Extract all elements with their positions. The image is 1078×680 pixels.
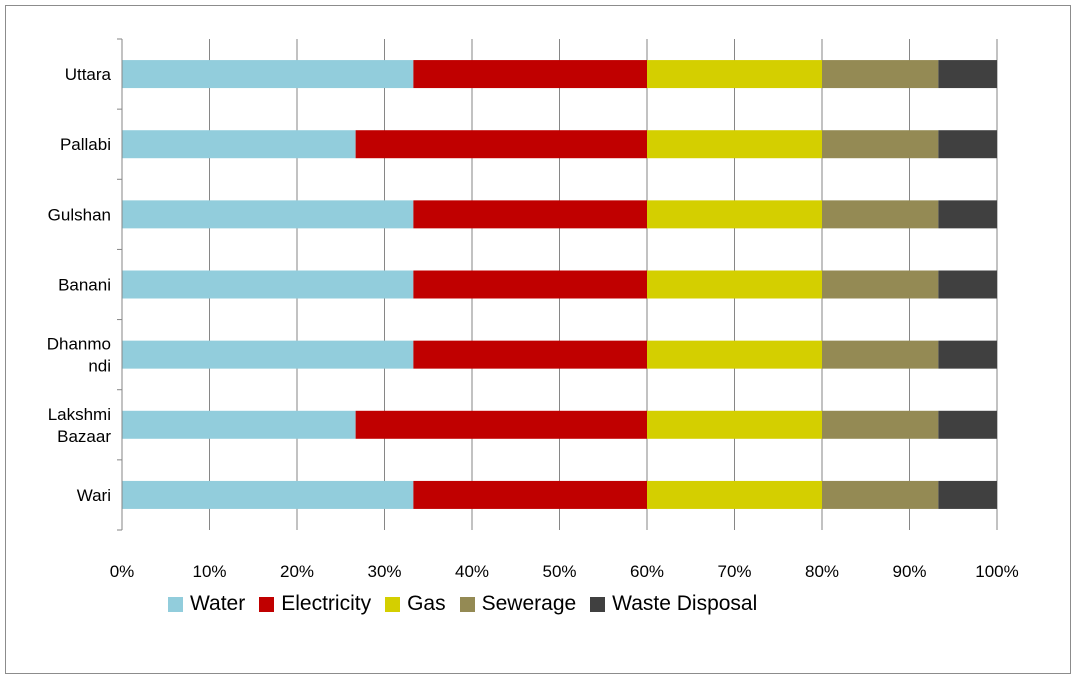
chart-frame — [5, 5, 1071, 674]
y-category-label: ndi — [88, 357, 111, 376]
bar-segment-sewerage — [822, 60, 939, 89]
bar-segment-electricity — [413, 480, 647, 509]
bar-segment-electricity — [355, 130, 647, 159]
bar-segment-gas — [647, 480, 822, 509]
bar-segment-water — [122, 130, 356, 159]
bar-segment-sewerage — [822, 340, 939, 369]
bar-segment-gas — [647, 130, 822, 159]
bar-segment-water — [122, 410, 356, 439]
x-tick-label: 30% — [367, 562, 401, 581]
bar-segment-sewerage — [822, 410, 939, 439]
y-category-label: Dhanmo — [47, 335, 111, 354]
x-tick-label: 60% — [630, 562, 664, 581]
bar-segment-gas — [647, 200, 822, 229]
x-tick-label: 0% — [110, 562, 135, 581]
legend-item: Water — [168, 592, 245, 616]
bar-segment-electricity — [355, 410, 647, 439]
bar-segment-waste-disposal — [938, 410, 997, 439]
bar-segment-waste-disposal — [938, 340, 997, 369]
bar-segment-gas — [647, 270, 822, 299]
bar-segment-water — [122, 60, 414, 89]
y-category-label: Banani — [58, 276, 111, 295]
legend-label: Sewerage — [481, 592, 577, 615]
bar-segment-sewerage — [822, 270, 939, 299]
x-tick-label: 80% — [805, 562, 839, 581]
bar-segment-sewerage — [822, 200, 939, 229]
legend-item: Gas — [385, 592, 446, 616]
bar-segment-electricity — [413, 340, 647, 369]
x-tick-label: 50% — [542, 562, 576, 581]
chart-legend: Water Electricity Gas Sewerage Waste Disposa… — [168, 592, 771, 616]
bar-segment-waste-disposal — [938, 200, 997, 229]
bar-segment-gas — [647, 60, 822, 89]
legend-swatch — [385, 596, 401, 612]
x-tick-label: 10% — [192, 562, 226, 581]
y-category-label: Wari — [77, 486, 111, 505]
x-tick-label: 20% — [280, 562, 314, 581]
bar-segment-gas — [647, 410, 822, 439]
bar-segment-waste-disposal — [938, 60, 997, 89]
legend-label: Gas — [407, 592, 446, 615]
bar-segment-water — [122, 200, 414, 229]
legend-item: Electricity — [259, 592, 371, 616]
bar-segment-electricity — [413, 200, 647, 229]
bar-segment-sewerage — [822, 480, 939, 509]
x-tick-label: 90% — [892, 562, 926, 581]
y-category-label: Bazaar — [57, 427, 111, 446]
y-category-label: Gulshan — [48, 205, 111, 224]
legend-label: Electricity — [281, 592, 372, 615]
bar-segment-gas — [647, 340, 822, 369]
bar-segment-water — [122, 480, 414, 509]
legend-label: Water — [190, 592, 246, 615]
x-tick-label: 100% — [975, 562, 1018, 581]
legend-swatch — [459, 596, 475, 612]
bar-segment-electricity — [413, 60, 647, 89]
legend-item: Waste Disposal — [590, 592, 757, 616]
y-category-label: Lakshmi — [48, 405, 111, 424]
bar-segment-water — [122, 270, 414, 299]
bar-segment-water — [122, 340, 414, 369]
y-category-label: Uttara — [65, 65, 112, 84]
x-tick-label: 40% — [455, 562, 489, 581]
y-category-label: Pallabi — [60, 135, 111, 154]
legend-swatch — [590, 596, 606, 612]
legend-label: Waste Disposal — [612, 592, 758, 615]
x-tick-label: 70% — [717, 562, 751, 581]
legend-swatch — [259, 596, 275, 612]
bar-segment-waste-disposal — [938, 480, 997, 509]
bar-segment-electricity — [413, 270, 647, 299]
bar-segment-sewerage — [822, 130, 939, 159]
legend-item: Sewerage — [459, 592, 577, 616]
bar-segment-waste-disposal — [938, 270, 997, 299]
legend-swatch — [168, 596, 183, 612]
bar-segment-waste-disposal — [938, 130, 997, 159]
